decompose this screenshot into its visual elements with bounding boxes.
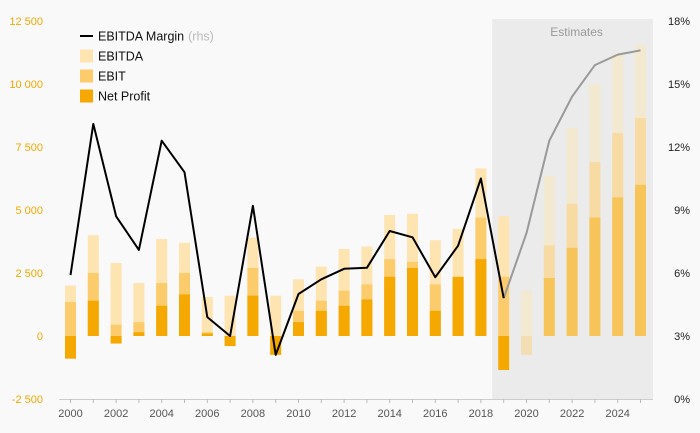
net-profit-bar-2025: [635, 184, 646, 336]
legend-label: EBITDA: [98, 50, 144, 64]
estimates-region: [492, 19, 653, 399]
net-profit-bar-2023: [589, 217, 601, 336]
net-profit-bar-2007: [224, 336, 236, 347]
ebitda-bar-2009: [270, 295, 282, 336]
y-right-tick-label: 12%: [668, 142, 690, 154]
y-right-tick-label: 0%: [674, 394, 690, 406]
ebitda-margin-line-estimate: [502, 49, 641, 299]
y-left-tick-label: 12 500: [9, 16, 43, 28]
ebit-bar-2000: [65, 301, 76, 336]
x-tick-label: 2014: [377, 408, 401, 420]
net-profit-bar-2013: [361, 299, 373, 336]
net-profit-bar-2024: [612, 197, 624, 336]
ebitda-bar-2022: [566, 128, 578, 336]
y-left-tick-label: 5 000: [15, 205, 43, 217]
ebitda-bar-2025: [635, 44, 646, 336]
y-left-tick-label: 10 000: [9, 79, 43, 91]
ebitda-bar-2020: [521, 290, 532, 336]
x-tick-label: 2008: [241, 408, 265, 420]
y-right-tick-label: 3%: [674, 331, 690, 343]
net-profit-bar-2012: [338, 305, 350, 336]
y-left-tick-label: -2 500: [12, 394, 43, 406]
ebit-bar-2022: [566, 203, 578, 336]
legend-suffix: (rhs): [188, 30, 214, 44]
net-profit-bar-2015: [407, 267, 418, 336]
y-right-tick-label: 15%: [668, 79, 690, 91]
ebitda-bar-2019: [498, 216, 510, 336]
ebit-bar-2003: [133, 322, 145, 336]
net-profit-bar-2016: [429, 310, 441, 336]
y-right-tick-label: 18%: [668, 16, 690, 28]
y-left-tick-label: 2 500: [15, 268, 43, 280]
x-tick-label: 2024: [605, 408, 629, 420]
net-profit-bar-2022: [566, 247, 578, 336]
x-tick-label: 2016: [423, 408, 447, 420]
net-profit-bar-2014: [384, 276, 396, 336]
ebitda-bar-2024: [612, 53, 624, 336]
x-tick-label: 2002: [104, 408, 128, 420]
ebit-bar-2021: [543, 245, 555, 336]
net-profit-bar-2004: [156, 305, 168, 336]
y-left-tick-label: 0: [37, 331, 43, 343]
net-profit-bar-2008: [247, 295, 259, 336]
estimates-label: Estimates: [550, 25, 603, 39]
net-profit-bar-2019: [498, 336, 510, 371]
y-right-tick-label: 9%: [674, 205, 690, 217]
x-tick-label: 2004: [149, 408, 173, 420]
net-profit-bar-2000: [65, 336, 76, 359]
x-tick-label: 2006: [195, 408, 219, 420]
legend-label: Net Profit: [98, 90, 151, 104]
ebit-bar-2024: [612, 133, 624, 336]
net-profit-bar-2018: [475, 259, 487, 336]
ebitda-bar-2007: [224, 295, 236, 336]
ebitda-margin-line: [69, 122, 505, 356]
net-profit-bar-2005: [179, 294, 190, 336]
x-tick-label: 2022: [560, 408, 584, 420]
net-profit-bar-2001: [87, 300, 99, 336]
x-tick-label: 2000: [58, 408, 82, 420]
net-profit-bar-2011: [315, 310, 327, 336]
net-profit-bar-2009: [270, 336, 282, 355]
net-profit-bar-2002: [110, 336, 122, 344]
net-profit-bar-2017: [452, 276, 464, 336]
ebitda-bar-2021: [543, 175, 555, 336]
ebit-bar-2023: [589, 162, 601, 336]
ebit-bar-2025: [635, 118, 646, 337]
ebitda-bar-2002: [110, 262, 122, 336]
ebitda-bar-2003: [133, 283, 145, 336]
legend-box-swatch: [80, 69, 93, 83]
legend-label: EBIT: [98, 70, 126, 84]
legend-label: EBITDA Margin (rhs): [98, 30, 214, 44]
net-profit-bar-2010: [293, 322, 304, 336]
y-right-tick-label: 6%: [674, 268, 690, 280]
x-tick-label: 2020: [514, 408, 538, 420]
ebit-bar-2019: [498, 276, 510, 336]
x-tick-label: 2012: [332, 408, 356, 420]
x-tick-label: 2018: [469, 408, 493, 420]
x-tick-label: 2010: [286, 408, 310, 420]
ebit-bar-2002: [110, 324, 122, 336]
ebitda-bar-2010: [293, 279, 304, 336]
net-profit-bar-2021: [543, 278, 555, 336]
y-left-tick-label: 7 500: [15, 142, 43, 154]
net-profit-bar-2003: [133, 332, 145, 336]
ebit-bar-2020: [521, 336, 532, 355]
ebit-bar-2016: [429, 284, 441, 336]
legend-box-swatch: [80, 49, 93, 63]
ebitda-bar-2023: [589, 84, 601, 336]
legend-box-swatch: [80, 89, 93, 103]
net-profit-bar-2006: [201, 333, 213, 336]
